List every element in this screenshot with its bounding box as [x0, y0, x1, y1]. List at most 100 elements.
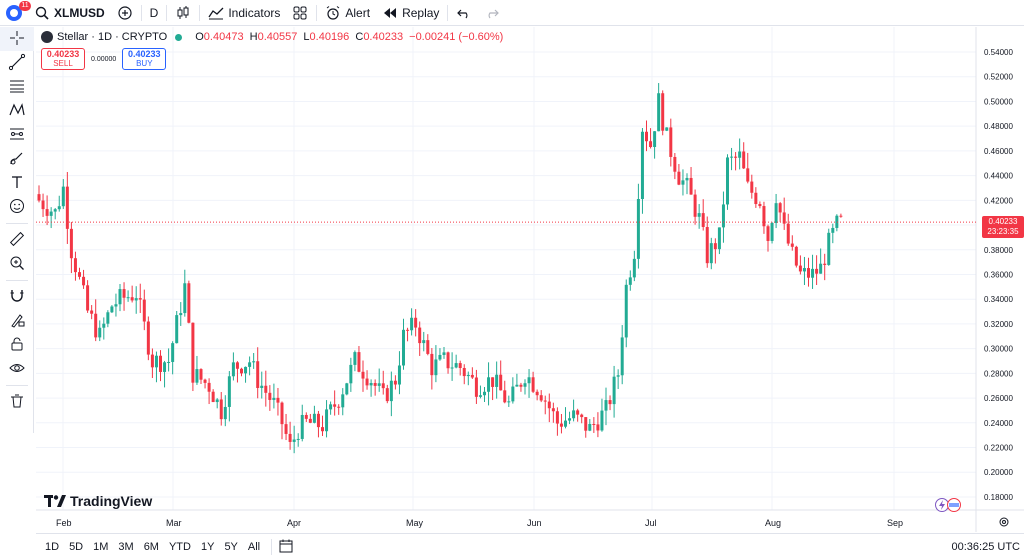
candle — [110, 305, 114, 314]
range-all[interactable]: All — [247, 541, 261, 553]
compare-button[interactable] — [111, 0, 139, 26]
candle — [454, 354, 458, 369]
indicators-button[interactable]: Indicators — [202, 0, 286, 26]
lock-tool[interactable] — [0, 333, 34, 357]
forecast-icon — [8, 125, 26, 146]
candle — [272, 383, 276, 409]
magnet-tool[interactable] — [0, 285, 34, 309]
chart-type-button[interactable] — [169, 0, 197, 26]
indicators-label: Indicators — [228, 5, 281, 20]
chart-pane[interactable]: 0.54000 0.52000 0.50000 0.48000 0.46000 0.440… — [36, 27, 1024, 532]
divider — [6, 280, 28, 281]
range-1y[interactable]: 1Y — [200, 541, 215, 553]
lock-drawings-tool[interactable] — [0, 309, 34, 333]
candle — [308, 413, 312, 424]
candle — [438, 348, 442, 361]
sell-button[interactable]: 0.40233 SELL — [41, 48, 85, 70]
fib-tool[interactable] — [0, 75, 34, 99]
eye-icon — [8, 359, 26, 380]
zoom-tool[interactable] — [0, 252, 34, 276]
time-tick-label: Jun — [527, 518, 542, 528]
candle — [150, 348, 154, 379]
candle — [65, 171, 69, 244]
forecast-tool[interactable] — [0, 123, 34, 147]
plus-circle-icon — [117, 5, 133, 21]
candle — [57, 195, 61, 212]
candle — [458, 360, 462, 376]
candle — [819, 248, 823, 274]
pattern-tool[interactable] — [0, 99, 34, 123]
range-ytd[interactable]: YTD — [168, 541, 191, 553]
candle — [337, 404, 341, 415]
remove-drawings-tool[interactable] — [0, 390, 34, 414]
time-tick-label: Sep — [887, 518, 903, 528]
range-5d[interactable]: 5D — [69, 541, 84, 553]
alert-label: Alert — [345, 5, 371, 20]
candle — [491, 377, 495, 401]
candle — [61, 179, 65, 209]
events-icon[interactable] — [934, 497, 964, 513]
user-avatar[interactable] — [6, 4, 22, 21]
price-tick-label: 0.48000 — [984, 122, 1013, 131]
axis-settings-icon[interactable] — [999, 517, 1009, 527]
candle — [608, 395, 612, 411]
redo-button[interactable] — [478, 0, 506, 26]
brush-tool[interactable] — [0, 147, 34, 171]
candle — [402, 318, 405, 370]
candle — [802, 256, 806, 286]
replay-button[interactable]: Replay — [376, 0, 445, 26]
date-range-button[interactable] — [278, 538, 294, 557]
trend-line-tool[interactable] — [0, 51, 34, 75]
symbol-search-button[interactable]: XLMUSD — [28, 0, 111, 26]
buy-button[interactable]: 0.40233 BUY — [122, 48, 167, 70]
candle — [823, 253, 827, 281]
candle — [762, 201, 766, 234]
candle — [750, 174, 754, 199]
layouts-button[interactable] — [286, 0, 314, 26]
candle — [628, 270, 632, 291]
range-1d[interactable]: 1D — [45, 541, 60, 553]
candle — [167, 348, 171, 372]
range-3m[interactable]: 3M — [118, 541, 134, 553]
alert-button[interactable]: Alert — [319, 0, 376, 26]
utc-clock[interactable]: 00:36:25 UTC — [951, 541, 1020, 553]
candle — [365, 370, 369, 390]
candle — [592, 417, 596, 433]
price-chart[interactable]: 0.54000 0.52000 0.50000 0.48000 0.46000 0.440… — [36, 27, 1024, 532]
emoji-tool[interactable] — [0, 195, 34, 219]
range-1m[interactable]: 1M — [93, 541, 109, 553]
candle — [118, 284, 122, 312]
candle — [300, 404, 304, 442]
candle — [580, 413, 584, 424]
candle — [588, 418, 592, 432]
symbol-name: XLMUSD — [54, 5, 105, 20]
candle — [94, 299, 98, 342]
candle — [37, 185, 41, 203]
price-tick-label: 0.50000 — [984, 97, 1013, 106]
high-value: 0.40557 — [257, 31, 298, 43]
interval-button[interactable]: D — [144, 0, 165, 26]
candle — [758, 201, 762, 209]
candle — [138, 283, 142, 313]
ohlc-values: O0.40473 H0.40557 L0.40196 C0.40233 −0.0… — [192, 31, 503, 43]
measure-tool[interactable] — [0, 228, 34, 252]
undo-button[interactable] — [450, 0, 478, 26]
range-5y[interactable]: 5Y — [224, 541, 238, 553]
candle — [596, 412, 600, 438]
candle — [693, 189, 697, 225]
series-title[interactable]: Stellar · 1D · CRYPTO — [57, 31, 168, 43]
candle — [78, 267, 81, 280]
text-tool[interactable] — [0, 171, 34, 195]
crosshair-tool[interactable] — [0, 27, 34, 51]
visibility-tool[interactable] — [0, 357, 34, 381]
candle — [746, 152, 750, 184]
ruler-icon — [8, 230, 26, 251]
candle — [187, 280, 191, 324]
lock-icon — [8, 335, 26, 356]
candle — [584, 417, 588, 438]
range-6m[interactable]: 6M — [143, 541, 159, 553]
candle — [669, 118, 673, 167]
candle — [487, 362, 491, 406]
pattern-icon — [8, 101, 26, 122]
tradingview-logo[interactable]: TradingView — [44, 493, 152, 509]
